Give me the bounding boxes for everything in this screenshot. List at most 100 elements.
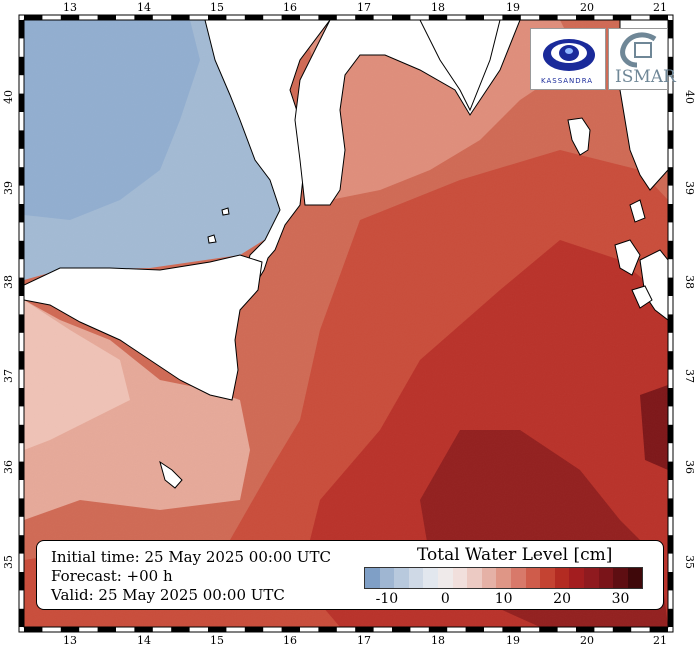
frame-dash — [668, 314, 673, 333]
legend-title: Total Water Level [cm] — [417, 545, 613, 565]
frame-dash — [19, 424, 24, 444]
frame-dash — [19, 56, 24, 76]
frame-dash — [612, 15, 632, 20]
frame-dash — [668, 388, 673, 407]
frame-dash — [19, 240, 24, 260]
ismar-logo-icon — [620, 32, 657, 68]
longitude-tick-label: 21 — [653, 634, 667, 647]
colorbar-swatch — [554, 568, 570, 588]
frame-dash — [24, 15, 43, 20]
frame-dash — [19, 204, 24, 223]
valid-time-text: Valid: 25 May 2025 00:00 UTC — [51, 586, 285, 604]
frame-dash — [649, 627, 668, 632]
colorbar-tick-label: 0 — [440, 591, 450, 607]
colorbar-swatch — [394, 568, 409, 588]
frame-dash — [171, 627, 190, 632]
info-legend-box: Initial time: 25 May 2025 00:00 UTC Fore… — [36, 540, 664, 610]
colorbar-swatch — [365, 568, 380, 588]
frame-dash — [576, 15, 595, 20]
frame-dash — [19, 93, 24, 112]
frame-dash — [465, 15, 484, 20]
latitude-tick-label: 35 — [2, 555, 15, 569]
frame-dash — [19, 314, 24, 333]
latitude-tick-label: 40 — [2, 90, 15, 104]
frame-dash — [392, 15, 411, 20]
frame-dash — [428, 627, 448, 632]
colorbar-swatch — [379, 568, 395, 588]
frame-dash — [539, 627, 558, 632]
longitude-tick-label: 14 — [137, 634, 151, 647]
zakynthos-island — [631, 285, 653, 309]
latitude-tick-label: 37 — [2, 369, 15, 383]
frame-dash — [97, 15, 116, 20]
longitude-tick-label: 21 — [653, 1, 667, 14]
frame-dash — [19, 277, 24, 296]
frame-dash — [668, 608, 673, 627]
frame-dash — [428, 15, 448, 20]
colorbar-swatch — [598, 568, 614, 588]
frame-dash — [24, 627, 43, 632]
colorbar-tick-label: -10 — [375, 591, 399, 607]
colorbar-swatch — [423, 568, 438, 588]
frame-dash — [134, 15, 153, 20]
longitude-tick-label: 16 — [283, 1, 297, 14]
colorbar-tick-label: 30 — [611, 591, 630, 607]
colorbar-swatch — [569, 568, 584, 588]
longitude-tick-label: 14 — [137, 1, 151, 14]
frame-dash — [539, 15, 558, 20]
colorbar-swatch — [481, 568, 497, 588]
longitude-tick-label: 17 — [357, 1, 371, 14]
corfu-island — [567, 117, 591, 156]
frame-dash — [171, 15, 190, 20]
colorbar — [364, 567, 644, 589]
frame-dash — [668, 130, 673, 149]
frame-dash — [134, 627, 153, 632]
frame-dash — [465, 627, 484, 632]
longitude-tick-label: 20 — [580, 1, 594, 14]
frame-dash — [576, 627, 595, 632]
malta-island — [159, 460, 183, 489]
frame-dash — [355, 15, 374, 20]
lefkada-island — [629, 199, 646, 223]
frame-dash — [668, 240, 673, 260]
frame-dash — [668, 461, 673, 480]
frame-dash — [668, 204, 673, 223]
frame-dash — [19, 167, 24, 186]
latitude-tick-label: 38 — [683, 275, 696, 289]
colorbar-swatch — [627, 568, 643, 588]
frame-dash — [502, 627, 521, 632]
frame-dash — [19, 498, 24, 517]
frame-dash — [208, 15, 227, 20]
longitude-tick-label: 13 — [63, 1, 77, 14]
frame-dash — [19, 608, 24, 627]
colorbar-swatch — [510, 568, 526, 588]
frame-dash — [19, 388, 24, 407]
ismar-logo: ISMAR — [608, 28, 676, 90]
frame-dash — [19, 535, 24, 554]
colorbar-tick-label: 10 — [494, 591, 513, 607]
ismar-wordmark: ISMAR — [615, 67, 676, 87]
latitude-tick-label: 40 — [683, 90, 696, 104]
frame-dash — [97, 627, 116, 632]
latitude-tick-label: 36 — [2, 460, 15, 474]
frame-dash — [668, 277, 673, 296]
water-level-field — [24, 20, 668, 627]
colorbar-swatch — [525, 568, 541, 588]
longitude-tick-label: 18 — [431, 634, 445, 647]
latitude-tick-label: 35 — [683, 555, 696, 569]
latitude-tick-label: 38 — [2, 275, 15, 289]
longitude-tick-label: 20 — [580, 634, 594, 647]
kefalonia-island — [614, 239, 641, 276]
frame-dash — [668, 93, 673, 112]
map-frame — [18, 14, 674, 633]
longitude-tick-label: 15 — [210, 1, 224, 14]
frame-dash — [281, 627, 300, 632]
kassandra-logo: KASSANDRA — [530, 28, 606, 90]
frame-dash — [19, 20, 24, 39]
frame-dash — [19, 572, 24, 591]
frame-dash — [649, 15, 668, 20]
kassandra-wordmark: KASSANDRA — [541, 77, 594, 85]
colorbar-swatch — [467, 568, 482, 588]
latitude-tick-label: 39 — [2, 181, 15, 195]
longitude-tick-label: 16 — [283, 634, 297, 647]
